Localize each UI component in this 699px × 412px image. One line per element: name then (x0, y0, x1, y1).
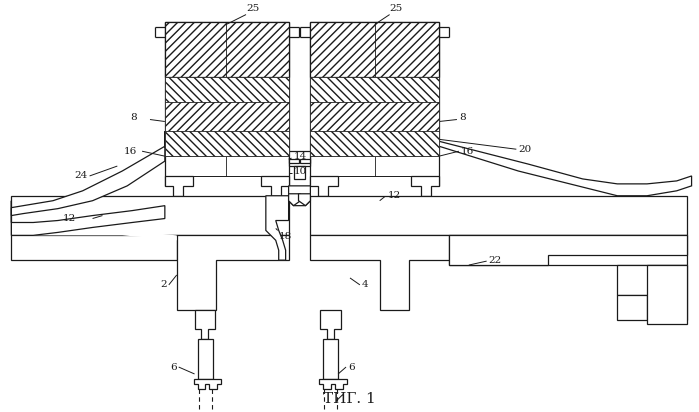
Text: 25: 25 (389, 4, 403, 13)
Bar (310, 23, 439, 77)
Polygon shape (289, 194, 301, 206)
Polygon shape (11, 131, 165, 215)
Text: 10: 10 (294, 166, 307, 176)
Polygon shape (194, 379, 222, 389)
Polygon shape (294, 166, 305, 179)
Polygon shape (310, 235, 449, 310)
Text: 16: 16 (461, 147, 474, 156)
Text: 8: 8 (459, 113, 466, 122)
Polygon shape (289, 159, 298, 163)
Polygon shape (165, 102, 289, 131)
Polygon shape (194, 310, 215, 339)
Text: 6: 6 (348, 363, 354, 372)
Polygon shape (165, 131, 289, 156)
Polygon shape (617, 265, 686, 320)
Text: 2: 2 (160, 281, 167, 289)
Polygon shape (449, 235, 686, 265)
Polygon shape (165, 176, 192, 196)
Text: ΤИГ. 1: ΤИГ. 1 (323, 392, 375, 406)
Polygon shape (11, 235, 177, 260)
Polygon shape (412, 176, 439, 196)
Text: 12: 12 (388, 191, 401, 200)
Text: 4: 4 (362, 281, 368, 289)
Polygon shape (261, 176, 289, 196)
Polygon shape (310, 196, 686, 235)
Polygon shape (289, 151, 310, 166)
Polygon shape (320, 310, 341, 339)
Text: 22: 22 (489, 255, 502, 265)
Polygon shape (310, 131, 439, 156)
Polygon shape (177, 235, 289, 310)
Text: 25: 25 (246, 4, 259, 13)
Polygon shape (319, 379, 347, 389)
Polygon shape (323, 339, 338, 379)
Text: 24: 24 (74, 171, 87, 180)
Polygon shape (310, 102, 439, 131)
Polygon shape (11, 196, 289, 235)
Polygon shape (301, 159, 310, 163)
Text: 12: 12 (63, 214, 76, 223)
Text: 20: 20 (519, 145, 531, 154)
Text: 14: 14 (294, 152, 307, 161)
Polygon shape (198, 339, 213, 379)
Polygon shape (11, 215, 177, 240)
Text: 6: 6 (170, 363, 177, 372)
Polygon shape (165, 77, 289, 102)
Text: 18: 18 (279, 232, 292, 241)
Polygon shape (647, 265, 686, 325)
Polygon shape (310, 176, 338, 196)
Polygon shape (310, 77, 439, 102)
Polygon shape (617, 295, 647, 320)
Polygon shape (439, 131, 691, 196)
Polygon shape (298, 194, 310, 206)
Text: 8: 8 (131, 113, 137, 122)
Bar (165, 23, 289, 77)
Text: 16: 16 (124, 147, 137, 156)
Polygon shape (11, 201, 165, 235)
Polygon shape (289, 186, 310, 206)
Polygon shape (449, 235, 686, 265)
Polygon shape (266, 196, 289, 260)
